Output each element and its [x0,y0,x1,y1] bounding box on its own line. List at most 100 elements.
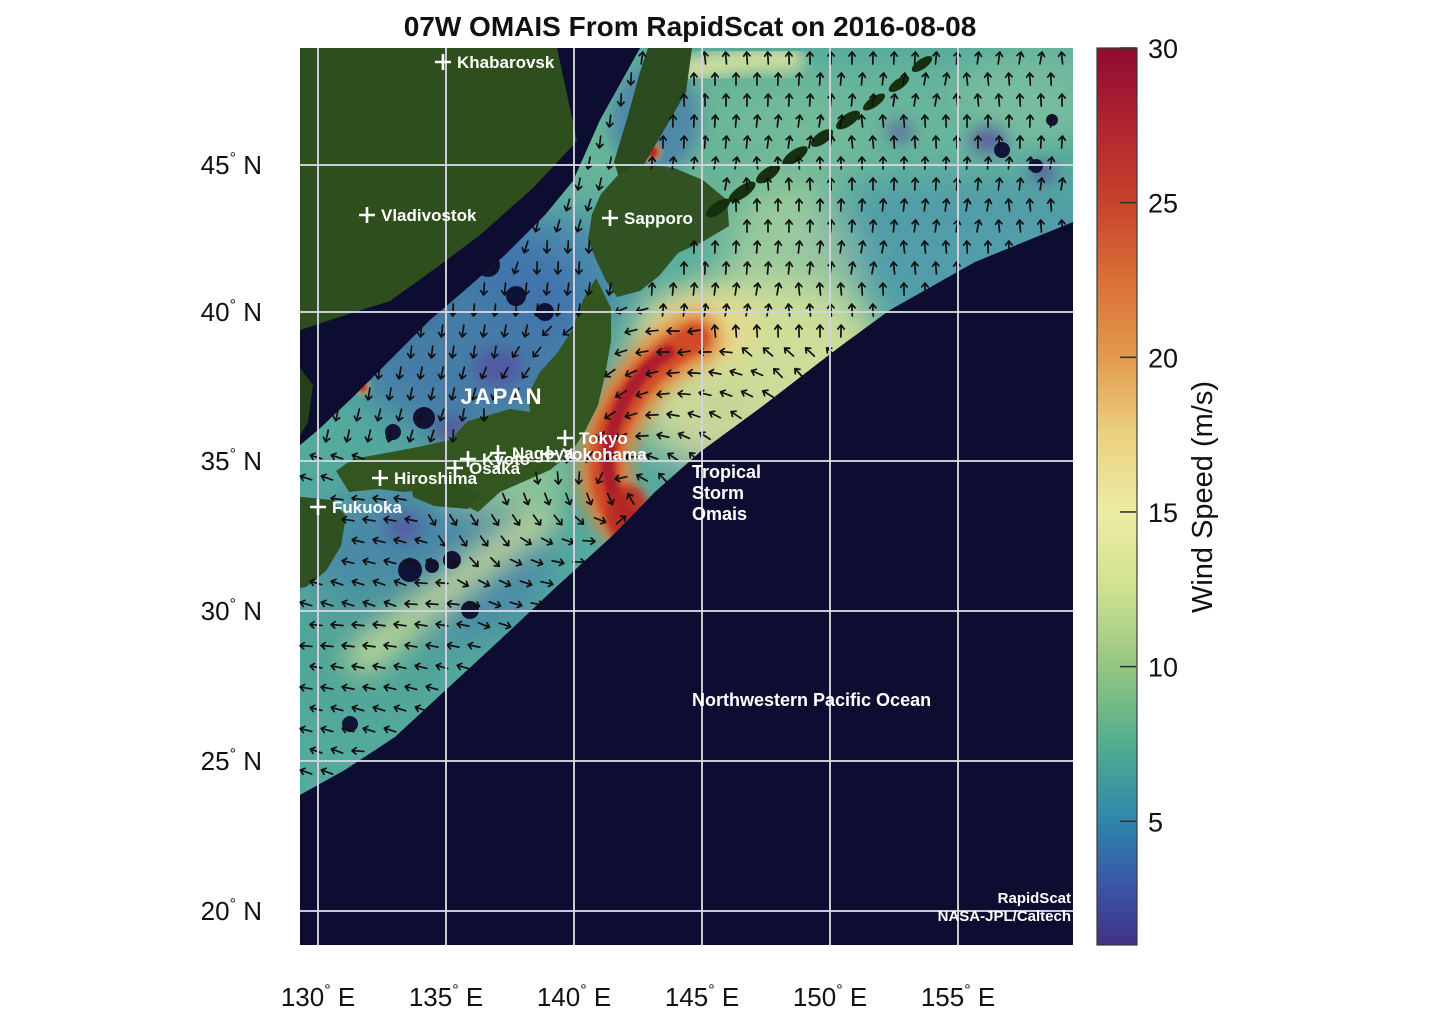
wind-arrow [836,282,845,296]
wind-arrow [983,240,992,254]
wind-arrow [362,515,376,524]
city-markers-layer: Khabarovsk Vladivostok Sapporo TokyoYokoham… [310,53,693,517]
wind-arrow [624,453,638,462]
city-label: Yokohama [562,445,647,464]
city-sapporo: Sapporo [602,209,693,228]
wind-arrow [742,177,751,191]
wind-arrow [477,579,491,588]
wind-arrow [1037,135,1046,149]
wind-arrow [942,156,951,170]
figure-title: 07W OMAIS From RapidScat on 2016-08-08 [404,11,977,42]
wind-arrow [868,135,877,149]
lat-tick-20N: 20° N [201,896,262,926]
wind-arrow [806,135,815,149]
wind-arrow [994,219,1003,233]
wind-arrow [309,578,323,587]
wind-arrow [932,219,941,233]
wind-arrow [762,389,774,398]
storm-label-line2: Storm [692,483,744,503]
wind-arrow [509,558,523,567]
wind-arrow [469,556,479,568]
wind-arrow [456,662,470,671]
wind-arrow [500,366,509,380]
wind-arrow [574,261,583,275]
wind-arrow [1037,51,1046,65]
wind-arrow [911,93,920,107]
wind-arrow [974,219,983,233]
wind-arrow [889,177,899,191]
wind-arrow [553,261,562,275]
wind-arrow [1058,177,1067,191]
city-plus-marker-icon [602,210,618,226]
wind-arrow [446,641,460,650]
wind-arrow [900,198,909,212]
wind-arrow [574,471,583,485]
wind-arrow [404,683,418,692]
wind-arrow [806,219,815,233]
city-osaka: Osaka [447,459,521,478]
wind-arrow [656,390,670,399]
wind-arrow [541,325,553,337]
lon-tick-130E: 130° E [281,982,355,1012]
wind-arrow [320,725,334,734]
wind-arrow [878,282,887,296]
wind-arrow [469,514,479,526]
wind-arrow [372,704,386,713]
wind-arrow [806,93,815,107]
wind-arrow [511,346,520,358]
wind-arrow [540,537,554,546]
wind-arrow [562,326,574,336]
map-canvas: Khabarovsk Vladivostok Sapporo TokyoYokoham… [299,48,1073,945]
island [810,129,834,147]
wind-arrow [677,431,691,440]
lon-tick-150E: 150° E [793,982,867,1012]
wind-arrow [815,324,825,338]
wind-arrow [299,683,313,692]
lat-tick-35N: 35° N [201,446,262,476]
wind-arrow [511,514,521,526]
wind-arrow [449,514,458,526]
graticule-gridlines [300,48,1073,945]
wind-arrow [785,135,794,149]
wind-arrow [406,387,415,401]
wind-arrow [490,387,499,401]
wind-arrow [645,452,659,461]
credit-line2: NASA-JPL/Caltech [938,908,1071,925]
wind-arrow [836,324,846,338]
island [911,55,933,73]
wind-arrow [341,683,355,692]
city-label: Tokyo [579,429,628,448]
wind-arrow [984,156,993,170]
wind-arrow [530,600,544,609]
wind-arrow [785,93,794,107]
wind-arrow [1016,135,1025,149]
wind-arrow [606,492,615,506]
wind-arrow [553,514,563,526]
wind-arrow [624,327,638,336]
city-label: Osaka [469,459,521,478]
wind-arrow [501,492,510,506]
wind-arrow [645,327,659,336]
wind-arrow [572,557,586,567]
wind-arrow [605,282,614,296]
wind-arrow [942,198,951,212]
wind-arrow [1047,156,1056,170]
wind-arrow [530,558,544,567]
wind-arrow [593,516,607,525]
wind-arrow [372,662,386,671]
wind-arrow [711,240,720,254]
wind-arrow [911,177,920,191]
lon-tick-145E: 145° E [665,982,739,1012]
wind-arrow [533,471,542,485]
wind-arrow [614,474,628,483]
wind-arrow [995,51,1004,65]
wind-arrow [393,704,407,713]
wind-arrow [719,347,733,356]
wind-arrow [404,557,418,566]
island [782,146,808,166]
wind-arrow [752,324,761,338]
wind-arrow [362,683,376,692]
wind-arrow [932,51,941,65]
wind-arrow [351,704,365,713]
wind-arrow [351,746,365,755]
